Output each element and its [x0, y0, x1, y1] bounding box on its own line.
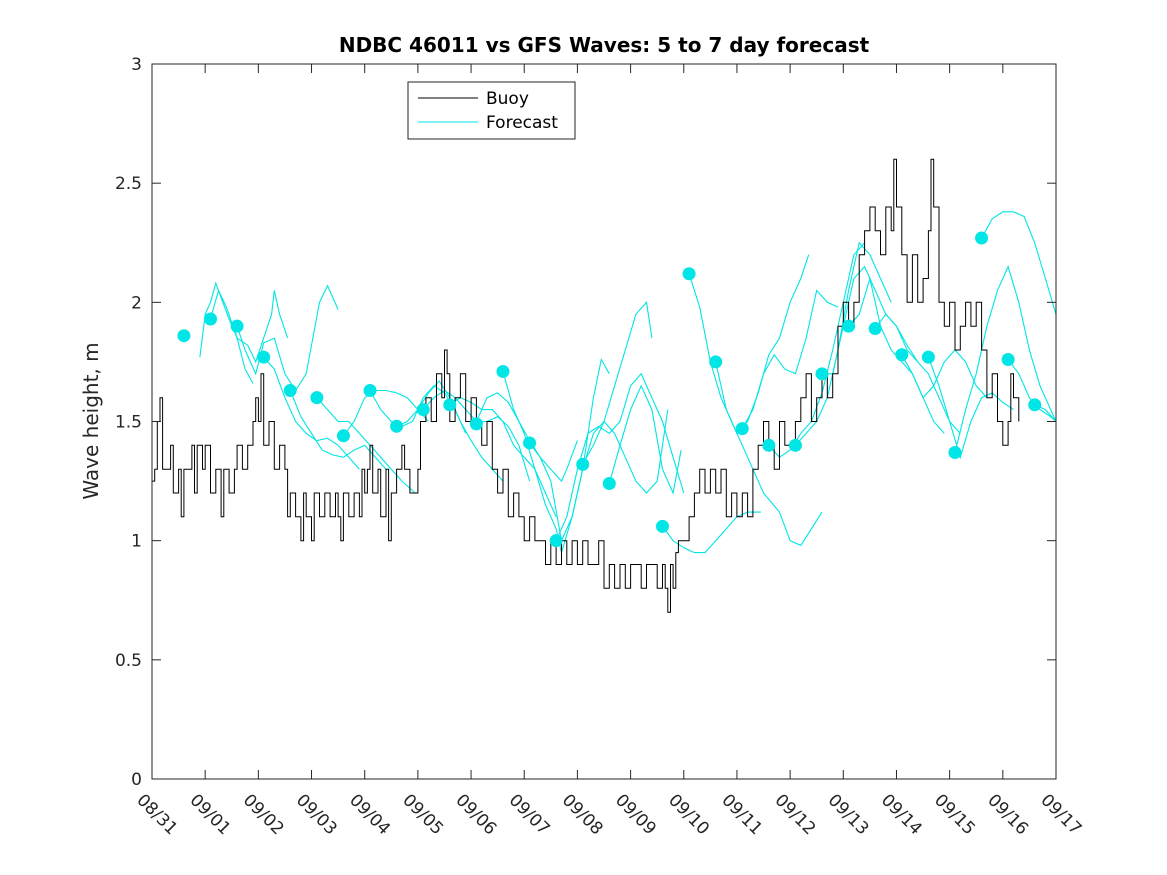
forecast-line [449, 397, 557, 518]
forecast-marker [310, 391, 324, 405]
forecast-marker [177, 329, 191, 343]
forecast-marker [948, 445, 962, 459]
forecast-line [608, 384, 682, 495]
forecast-line [981, 211, 1057, 315]
forecast-marker [496, 364, 510, 378]
forecast-marker [576, 457, 590, 471]
forecast-marker [416, 403, 430, 417]
forecast-marker [390, 419, 404, 433]
forecast-line [874, 313, 961, 434]
forecast-marker [443, 398, 457, 412]
forecast-line [954, 265, 1057, 453]
forecast-marker [975, 231, 989, 245]
forecast-marker [921, 350, 935, 364]
legend-buoy-label: Buoy [486, 89, 529, 109]
y-tick-label: 1.5 [115, 413, 142, 433]
legend-forecast-label: Forecast [486, 113, 558, 133]
y-tick-label: 0.5 [115, 651, 142, 671]
forecast-marker [762, 438, 776, 452]
forecast-line [741, 289, 839, 429]
forecast-line [555, 372, 685, 541]
forecast-marker [735, 422, 749, 436]
y-axis: 0 0.5 1 1.5 2 2.5 3 [115, 55, 1056, 790]
y-tick-label: 0 [131, 770, 142, 790]
forecast-marker [842, 319, 856, 333]
buoy-line [152, 158, 1020, 613]
forecast-line [209, 288, 289, 364]
y-tick-label: 2.5 [115, 174, 142, 194]
forecast-marker [655, 519, 669, 533]
forecast-marker [283, 384, 297, 398]
forecast-line [582, 409, 669, 494]
forecast-line [236, 284, 339, 392]
legend-box [407, 81, 576, 140]
forecast-line [927, 357, 1014, 460]
forecast-marker [523, 436, 537, 450]
forecast-marker [363, 384, 377, 398]
forecast-marker [203, 312, 217, 326]
chart-title: NDBC 46011 vs GFS Waves: 5 to 7 day fore… [339, 33, 870, 57]
y-tick-label: 2 [131, 293, 142, 313]
forecast-line [263, 356, 360, 470]
forecast-marker [336, 429, 350, 443]
forecast-marker [602, 476, 616, 490]
y-tick-label: 1 [131, 532, 142, 552]
forecast-marker [815, 367, 829, 381]
forecast-line [342, 389, 429, 437]
forecast-line [529, 301, 653, 543]
legend: Buoy Forecast [407, 81, 576, 140]
forecast-marker [257, 350, 271, 364]
forecast-markers [177, 231, 1042, 548]
forecast-line [901, 349, 988, 399]
forecast-marker [1001, 353, 1015, 367]
forecast-marker [469, 417, 483, 431]
forecast-marker [895, 348, 909, 362]
forecast-marker [868, 322, 882, 336]
buoy-series [152, 158, 1020, 613]
forecast-marker [230, 319, 244, 333]
forecast-marker [788, 438, 802, 452]
y-axis-label: Wave height, m [79, 342, 103, 499]
forecast-marker [1028, 398, 1042, 412]
forecast-marker [549, 534, 563, 548]
forecast-marker [709, 355, 723, 369]
forecast-line [199, 281, 254, 384]
y-tick-label: 3 [131, 55, 142, 75]
forecast-marker [682, 267, 696, 281]
